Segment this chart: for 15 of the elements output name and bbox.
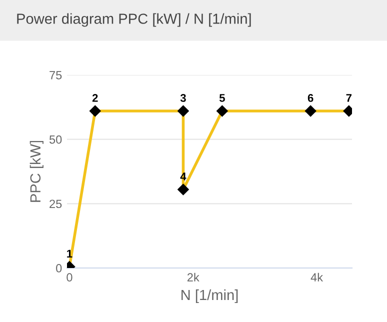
y-tick-label: 0	[56, 264, 62, 272]
x-tick-label: 0	[66, 273, 72, 282]
y-tick-label: 75	[50, 71, 62, 80]
annotation: 7	[346, 94, 352, 102]
y-tick-label: 50	[49, 135, 62, 144]
x-tick-label: 2k	[187, 272, 200, 282]
annotation: 3	[180, 94, 186, 102]
annotation: 5	[219, 94, 225, 102]
y-axis-title: PPC [kW]	[30, 140, 44, 202]
annotation: 6	[308, 94, 314, 102]
x-axis-title: N [1/min]	[182, 289, 238, 304]
y-tick-label: 25	[50, 200, 62, 208]
chart-title: Power diagram PPC [kW] / N [1/min]	[17, 13, 251, 27]
x-tick-label: 4k	[310, 272, 324, 282]
annotation: 2	[92, 94, 98, 102]
